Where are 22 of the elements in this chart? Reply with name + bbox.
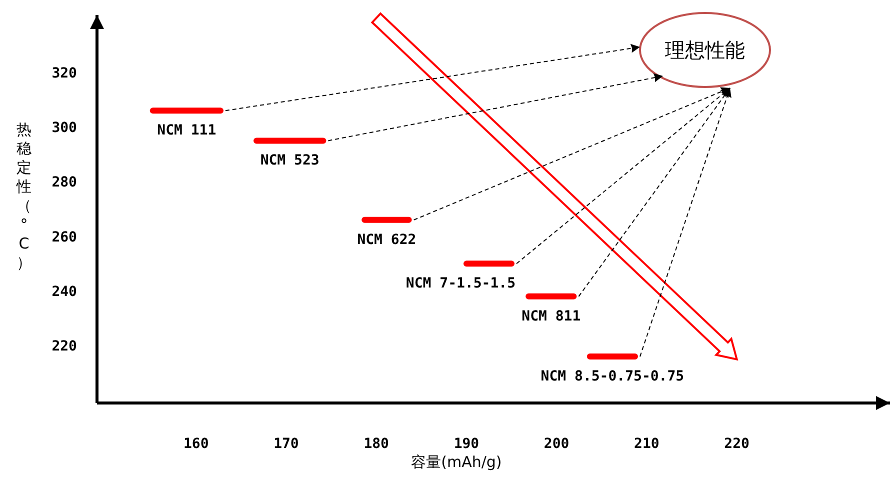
series-label: NCM 8.5-0.75-0.75 (540, 368, 684, 385)
x-tick-label: 160 (183, 436, 209, 452)
y-tick-label: 240 (52, 284, 77, 300)
x-tick-label: 200 (544, 436, 570, 452)
y-tick-label: 300 (52, 120, 77, 136)
series-label: NCM 111 (157, 122, 216, 139)
series-label: NCM 7-1.5-1.5 (406, 276, 516, 292)
series-label: NCM 622 (357, 232, 416, 248)
annotation: 理想性能 (665, 38, 745, 62)
x-tick-label: 220 (724, 436, 750, 452)
y-tick-label: 320 (52, 65, 77, 82)
y-tick-label: 260 (52, 229, 77, 246)
x-axis-title: 容量(mAh/g) (411, 453, 502, 471)
x-tick-label: 180 (364, 436, 389, 452)
y-tick-label: 220 (52, 338, 77, 355)
series-label: NCM 523 (260, 152, 320, 169)
x-tick-label: 210 (634, 436, 660, 452)
x-tick-label: 190 (454, 436, 480, 452)
x-tick-label: 170 (274, 436, 299, 452)
y-axis-title: 热稳定性（°C） (16, 120, 32, 272)
y-tick-label: 280 (52, 174, 77, 191)
series-label: NCM 811 (522, 308, 581, 324)
